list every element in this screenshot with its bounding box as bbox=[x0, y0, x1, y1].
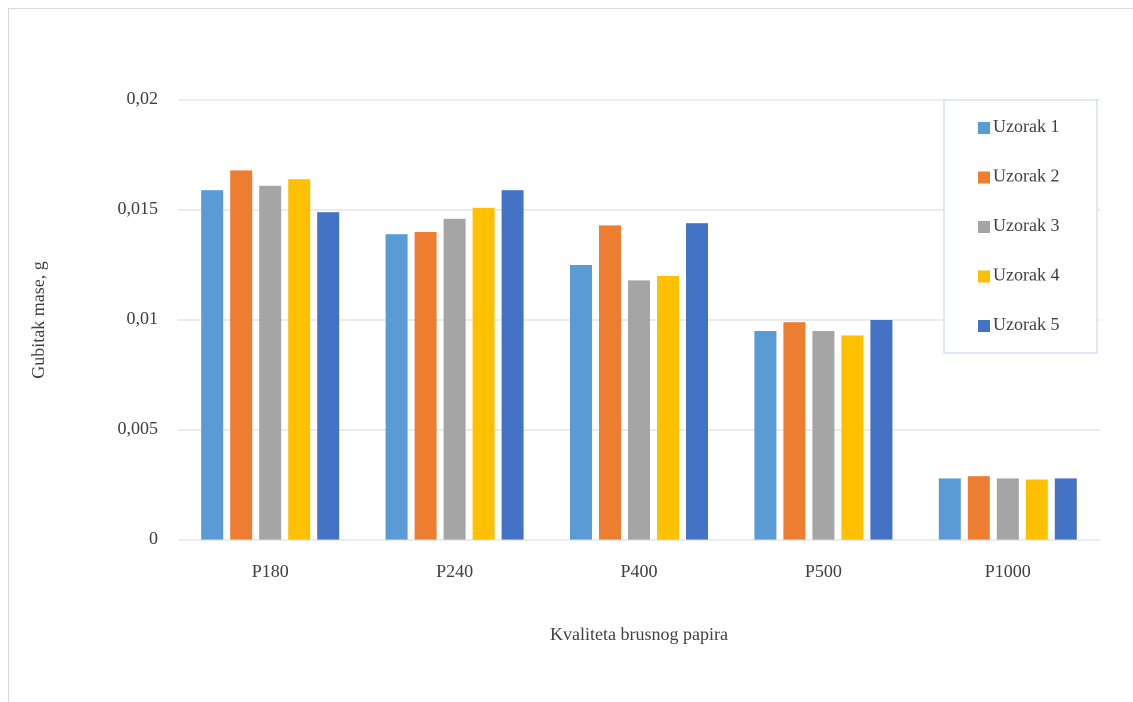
bar bbox=[288, 179, 311, 540]
bar bbox=[686, 223, 708, 540]
bar bbox=[628, 280, 650, 540]
y-tick-label: 0,02 bbox=[127, 88, 159, 108]
x-tick-label: P240 bbox=[436, 561, 473, 581]
bar bbox=[570, 265, 592, 540]
x-tick-label: P1000 bbox=[985, 561, 1031, 581]
y-tick-label: 0,005 bbox=[118, 418, 159, 438]
y-tick-label: 0 bbox=[149, 528, 158, 548]
bar bbox=[472, 207, 495, 541]
bar bbox=[783, 322, 806, 540]
bar bbox=[870, 320, 893, 540]
bar bbox=[317, 212, 340, 540]
bar bbox=[996, 478, 1019, 540]
x-tick-label: P400 bbox=[620, 561, 657, 581]
bar bbox=[657, 276, 679, 540]
bar bbox=[599, 225, 621, 540]
legend-swatch bbox=[978, 270, 990, 283]
bar bbox=[443, 218, 466, 541]
x-tick-label: P500 bbox=[805, 561, 842, 581]
bar bbox=[201, 190, 224, 540]
legend-label: Uzorak 2 bbox=[993, 166, 1059, 186]
y-tick-label: 0,01 bbox=[127, 308, 159, 328]
bar bbox=[967, 476, 990, 540]
legend-box bbox=[943, 99, 1098, 354]
legend-label: Uzorak 5 bbox=[993, 314, 1059, 334]
legend-swatch bbox=[978, 171, 990, 184]
bar bbox=[414, 232, 437, 540]
x-axis-title: Kvaliteta brusnog papira bbox=[550, 624, 728, 644]
bar bbox=[501, 190, 524, 540]
bar bbox=[259, 185, 282, 541]
bar bbox=[385, 234, 408, 540]
chart-border bbox=[8, 8, 1133, 702]
bar bbox=[1025, 479, 1048, 540]
legend-label: Uzorak 4 bbox=[993, 265, 1059, 285]
bar bbox=[1054, 478, 1077, 540]
bar bbox=[230, 170, 253, 540]
x-tick-label: P180 bbox=[252, 561, 289, 581]
bar bbox=[754, 331, 777, 540]
legend-label: Uzorak 3 bbox=[993, 215, 1059, 235]
legend-label: Uzorak 1 bbox=[993, 116, 1059, 136]
legend-swatch bbox=[978, 122, 990, 134]
bar bbox=[938, 478, 961, 540]
legend-swatch bbox=[978, 320, 990, 332]
bar bbox=[841, 335, 864, 540]
bar bbox=[812, 331, 835, 540]
y-axis-title: Gubitak mase, g bbox=[28, 261, 48, 378]
y-tick-label: 0,015 bbox=[118, 198, 159, 218]
legend-swatch bbox=[978, 221, 990, 233]
